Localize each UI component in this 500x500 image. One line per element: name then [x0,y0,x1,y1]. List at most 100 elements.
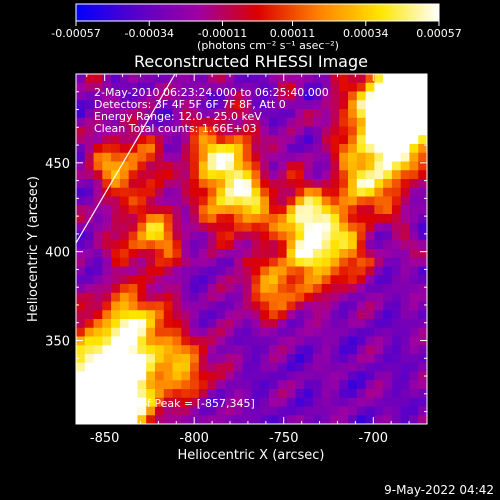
heatmap-cell [128,319,138,329]
heatmap-cell [190,275,200,285]
heatmap-cell [93,336,103,346]
heatmap-cell [172,117,182,127]
heatmap-cell [321,205,331,215]
heatmap-cell [321,257,331,267]
heatmap-cell [304,126,314,136]
heatmap-cell [242,336,252,346]
heatmap-cell [76,170,86,180]
heatmap-cell [137,397,147,407]
heatmap-cell [137,82,147,92]
heatmap-cell [330,126,340,136]
heatmap-cell [198,74,209,84]
heatmap-cell [418,117,427,127]
heatmap-cell [339,327,349,337]
heatmap-cell [119,354,130,364]
heatmap-cell [374,415,384,424]
heatmap-cell [321,362,331,372]
heatmap-cell [286,161,296,171]
heatmap-cell [84,292,94,302]
heatmap-cell [225,275,235,285]
colorbar-tick-label: 0.00011 [270,27,316,40]
heatmap-cell [181,345,191,355]
heatmap-cell [295,231,305,241]
heatmap-cell [111,222,121,232]
heatmap-cell [163,117,173,127]
heatmap-cell [119,135,130,145]
heatmap-cell [312,109,323,119]
heatmap-cell [251,82,261,92]
heatmap-cell [374,170,384,180]
heatmap-cell [409,231,419,241]
heatmap-cell [225,371,235,381]
heatmap-cell [154,389,165,399]
heatmap-cell [339,187,349,197]
heatmap-cell [154,91,165,101]
heatmap-cell [383,292,393,302]
heatmap-cell [111,249,121,259]
heatmap-cell [190,126,200,136]
heatmap-cell [339,380,349,390]
heatmap-cell [260,240,270,250]
heatmap-cell [102,179,112,189]
heatmap-cell [233,109,244,119]
heatmap-cell [260,266,270,276]
heatmap-cell [269,319,279,329]
heatmap-cell [225,170,235,180]
heatmap-cell [172,319,182,329]
heatmap-cell [128,74,138,84]
heatmap-cell [198,319,209,329]
heatmap-cell [295,397,305,407]
heatmap-cell [409,82,419,92]
annotation-time: 2-May-2010 06:23:24.000 to 06:25:40.000 [94,86,329,99]
heatmap-cell [137,161,147,171]
heatmap-cell [321,292,331,302]
heatmap-cell [76,275,86,285]
heatmap-cell [93,301,103,311]
heatmap-cell [242,179,252,189]
heatmap-cell [330,135,340,145]
heatmap-cell [190,397,200,407]
heatmap-cell [269,266,279,276]
heatmap-image [76,74,427,424]
heatmap-cell [102,292,112,302]
heatmap-cell [295,196,305,206]
heatmap-cell [181,319,191,329]
heatmap-cell [269,109,279,119]
heatmap-cell [312,135,323,145]
heatmap-cell [84,214,94,224]
heatmap-cell [225,240,235,250]
heatmap-cell [321,301,331,311]
heatmap-cell [365,91,375,101]
heatmap-cell [225,179,235,189]
heatmap-cell [295,257,305,267]
heatmap-cell [260,187,270,197]
heatmap-cell [119,415,130,424]
heatmap-cell [181,205,191,215]
heatmap-cell [365,327,375,337]
heatmap-cell [330,82,340,92]
heatmap-cell [216,380,226,390]
heatmap-cell [277,100,288,110]
heatmap-cell [348,187,358,197]
heatmap-cell [260,292,270,302]
heatmap-cell [172,371,182,381]
heatmap-cell [348,231,358,241]
heatmap-cell [137,214,147,224]
heatmap-cell [163,187,173,197]
heatmap-cell [348,389,358,399]
heatmap-cell [111,310,121,320]
heatmap-cell [242,109,252,119]
heatmap-cell [374,205,384,215]
heatmap-cell [137,179,147,189]
heatmap-cell [339,275,349,285]
heatmap-cell [251,301,261,311]
heatmap-cell [286,144,296,154]
heatmap-cell [84,74,94,84]
heatmap-cell [321,100,331,110]
heatmap-cell [93,362,103,372]
heatmap-cell [400,319,410,329]
heatmap-cell [198,336,209,346]
heatmap-cell [93,257,103,267]
heatmap-cell [348,284,358,294]
heatmap-cell [277,179,288,189]
